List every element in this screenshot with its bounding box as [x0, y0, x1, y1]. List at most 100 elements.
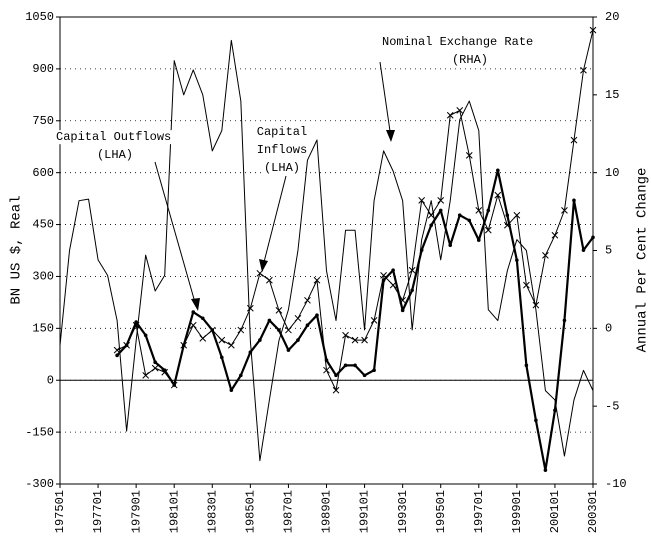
point [513, 211, 521, 219]
point [362, 373, 367, 378]
point [342, 331, 349, 339]
point [429, 223, 433, 228]
point [143, 333, 148, 338]
point [315, 313, 319, 317]
point [132, 321, 140, 329]
y-tick-label: 600 [32, 166, 54, 180]
point [267, 318, 272, 323]
x-tick-label: 199701 [472, 490, 486, 533]
point [305, 323, 310, 328]
x-tick-label: 198501 [244, 490, 258, 533]
point [286, 348, 291, 352]
point [134, 320, 138, 324]
y-tick-label: 0 [47, 373, 54, 387]
point [389, 281, 397, 289]
point [400, 308, 405, 313]
annotation: (RHA) [452, 53, 488, 67]
point [437, 196, 445, 204]
annotation: Inflows [257, 143, 307, 157]
annotation: Capital [257, 125, 307, 139]
point [503, 221, 511, 229]
point [142, 372, 150, 379]
point [208, 326, 216, 334]
annotation-arrow [262, 175, 287, 267]
point [551, 231, 559, 239]
point [484, 226, 492, 234]
point [418, 196, 426, 204]
x-tick-label: 199301 [396, 490, 410, 533]
y2-tick-label: 5 [605, 244, 612, 258]
y2-tick-label: -10 [605, 477, 627, 491]
point [448, 243, 453, 248]
point [591, 235, 595, 240]
point [304, 296, 311, 304]
point [494, 191, 502, 199]
point [200, 316, 205, 321]
point [467, 218, 472, 223]
x-tick-label: 200101 [548, 490, 562, 533]
annotation-bg [262, 161, 302, 176]
point [323, 366, 330, 374]
point [170, 381, 178, 389]
point [229, 388, 234, 393]
annotation-arrow [154, 161, 197, 307]
y2-tick-label: 15 [605, 88, 619, 102]
series-line [116, 30, 594, 391]
point [589, 26, 597, 34]
point [534, 418, 538, 423]
point [353, 363, 357, 368]
y-tick-label: 900 [32, 62, 54, 76]
point [113, 346, 121, 354]
point [370, 317, 378, 324]
y-tick-label: -300 [25, 477, 54, 491]
point [151, 364, 159, 372]
point [572, 198, 576, 203]
y-tick-label: 150 [32, 322, 54, 336]
point [351, 336, 359, 344]
point [581, 248, 586, 252]
y-tick-label: 1050 [25, 10, 54, 24]
point [332, 386, 340, 394]
x-tick-label: 197701 [91, 490, 105, 533]
x-tick-label: 198301 [205, 490, 219, 533]
point [399, 296, 406, 304]
point [419, 248, 424, 252]
point [532, 301, 540, 309]
point [561, 207, 568, 214]
y-tick-label: 450 [32, 218, 54, 232]
point [410, 288, 414, 293]
point [313, 276, 321, 284]
x-tick-label: 199501 [434, 490, 448, 533]
x-tick-label: 198101 [167, 490, 181, 533]
y2-tick-label: 0 [605, 322, 612, 336]
y-tick-label: 300 [32, 270, 54, 284]
point [476, 238, 481, 242]
annotation-bg [255, 143, 309, 158]
point [343, 363, 348, 368]
annotation-arrowhead [191, 298, 200, 311]
point [553, 408, 557, 413]
point [475, 207, 483, 214]
point [334, 373, 338, 378]
point [438, 208, 443, 213]
point [523, 281, 530, 289]
annotation-arrowhead [259, 259, 268, 272]
point [258, 338, 262, 342]
point [275, 306, 283, 314]
y2-tick-label: 10 [605, 166, 619, 180]
point [294, 314, 302, 322]
annotation: (LHA) [264, 161, 300, 175]
point [161, 368, 169, 376]
point [277, 328, 281, 332]
x-tick-label: 200301 [586, 490, 600, 533]
series-line [59, 39, 594, 462]
point [486, 208, 491, 213]
annotation-bg [255, 125, 309, 140]
x-tick-label: 199901 [510, 490, 524, 533]
point [456, 107, 464, 114]
point [218, 336, 226, 344]
annotation: Capital Outflows [56, 130, 171, 144]
point [237, 326, 245, 334]
point [239, 373, 243, 378]
